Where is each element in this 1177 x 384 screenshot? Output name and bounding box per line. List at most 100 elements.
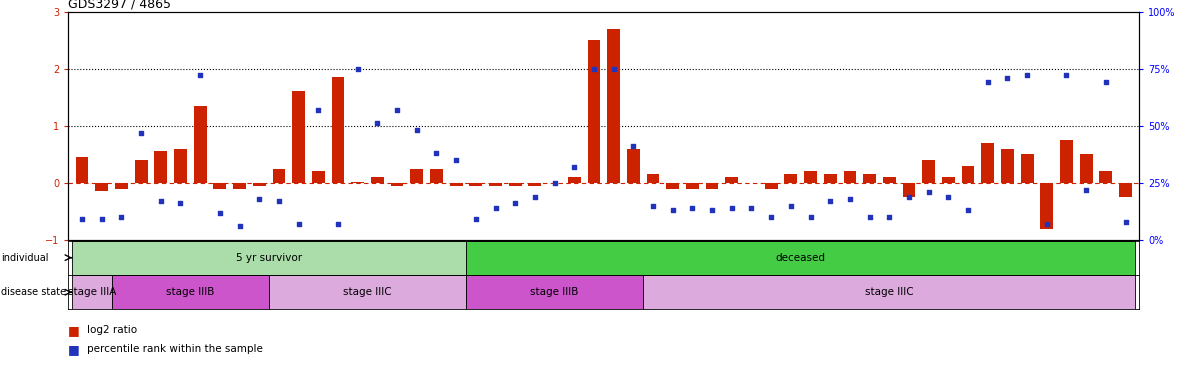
Bar	[765, 183, 778, 189]
Point	[802, 214, 820, 220]
Point	[92, 216, 111, 222]
Bar	[883, 177, 896, 183]
Point	[250, 196, 268, 202]
Point	[1077, 187, 1096, 193]
Bar	[213, 183, 226, 189]
Point	[328, 221, 347, 227]
Bar	[528, 183, 541, 186]
Point	[290, 221, 308, 227]
Point	[525, 194, 544, 200]
Point	[723, 205, 742, 211]
Point	[152, 198, 171, 204]
Point	[840, 196, 859, 202]
Text: disease state: disease state	[1, 287, 66, 297]
Text: stage IIIC: stage IIIC	[865, 287, 913, 297]
Bar	[115, 183, 128, 189]
Bar	[450, 183, 463, 186]
Point	[1037, 221, 1056, 227]
Bar	[72, 275, 112, 309]
Point	[73, 216, 92, 222]
Point	[231, 223, 250, 229]
Point	[703, 207, 722, 214]
Bar	[391, 183, 404, 186]
Point	[782, 203, 800, 209]
Bar	[1020, 154, 1033, 183]
Bar	[470, 183, 483, 186]
Point	[348, 66, 367, 72]
Point	[820, 198, 839, 204]
Bar	[508, 183, 521, 186]
Text: deceased: deceased	[776, 253, 826, 263]
Point	[899, 194, 918, 200]
Point	[1097, 79, 1116, 85]
Bar	[923, 160, 935, 183]
Point	[762, 214, 780, 220]
Bar	[1099, 171, 1112, 183]
Point	[998, 75, 1017, 81]
Bar	[863, 174, 876, 183]
Bar	[706, 183, 718, 189]
Point	[1057, 73, 1076, 79]
Point	[939, 194, 958, 200]
Text: GDS3297 / 4865: GDS3297 / 4865	[68, 0, 172, 10]
Bar	[95, 183, 108, 192]
Point	[683, 205, 701, 211]
Point	[585, 66, 604, 72]
Point	[270, 198, 288, 204]
Point	[545, 180, 564, 186]
Bar	[292, 91, 305, 183]
Point	[880, 214, 899, 220]
Point	[486, 205, 505, 211]
Bar	[351, 182, 364, 183]
Bar	[666, 183, 679, 189]
Bar	[607, 29, 620, 183]
Bar	[174, 149, 187, 183]
Bar	[784, 174, 797, 183]
Bar	[1119, 183, 1132, 197]
Bar	[824, 174, 837, 183]
Bar	[1040, 183, 1053, 228]
Bar	[1000, 149, 1013, 183]
Point	[506, 200, 525, 207]
Bar	[154, 151, 167, 183]
Bar	[587, 40, 600, 183]
Point	[860, 214, 879, 220]
Point	[624, 143, 643, 149]
Point	[368, 121, 387, 127]
Text: ■: ■	[68, 343, 80, 356]
Point	[742, 205, 760, 211]
Bar	[725, 177, 738, 183]
Point	[466, 216, 485, 222]
Text: stage IIIA: stage IIIA	[68, 287, 117, 297]
Point	[978, 79, 997, 85]
Bar	[1060, 140, 1073, 183]
Point	[644, 203, 663, 209]
Bar	[194, 106, 207, 183]
Text: stage IIIB: stage IIIB	[531, 287, 579, 297]
Bar	[942, 177, 955, 183]
Bar	[112, 275, 270, 309]
Point	[132, 129, 151, 136]
Point	[211, 210, 230, 216]
Bar	[1079, 154, 1092, 183]
Bar	[903, 183, 916, 197]
Text: stage IIIC: stage IIIC	[344, 287, 392, 297]
Point	[1116, 218, 1135, 225]
Bar	[273, 169, 285, 183]
Bar	[312, 171, 325, 183]
Bar	[844, 171, 857, 183]
Bar	[233, 183, 246, 189]
Point	[407, 127, 426, 133]
Bar	[804, 171, 817, 183]
Bar	[466, 275, 643, 309]
Point	[171, 200, 189, 207]
Point	[387, 107, 406, 113]
Bar	[962, 166, 975, 183]
Point	[112, 214, 131, 220]
Point	[664, 207, 683, 214]
Bar	[411, 169, 424, 183]
Bar	[72, 241, 466, 275]
Bar	[430, 169, 443, 183]
Point	[1018, 73, 1037, 79]
Text: stage IIIB: stage IIIB	[166, 287, 214, 297]
